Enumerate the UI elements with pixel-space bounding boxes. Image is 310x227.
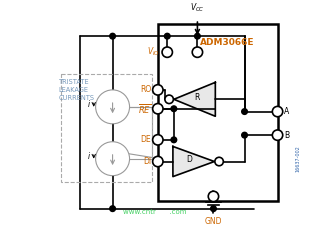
Circle shape	[171, 106, 177, 111]
Circle shape	[210, 206, 216, 212]
Polygon shape	[174, 82, 215, 116]
Circle shape	[215, 157, 223, 166]
Text: DE: DE	[141, 135, 151, 144]
Text: i: i	[88, 101, 90, 109]
Text: $V_{CC}$: $V_{CC}$	[190, 1, 205, 14]
Text: GND: GND	[205, 217, 222, 226]
Circle shape	[110, 33, 115, 39]
Text: A: A	[284, 107, 290, 116]
Circle shape	[208, 191, 219, 202]
Circle shape	[153, 156, 163, 167]
Circle shape	[242, 109, 247, 114]
Text: TRISTATE
LEAKAGE
CURRENTS: TRISTATE LEAKAGE CURRENTS	[59, 79, 95, 101]
Circle shape	[110, 206, 115, 212]
Circle shape	[95, 142, 130, 176]
Text: www.cntr      .com: www.cntr .com	[123, 209, 187, 215]
Circle shape	[153, 85, 163, 95]
Circle shape	[162, 47, 172, 57]
Text: R: R	[194, 93, 199, 102]
Text: D: D	[186, 155, 192, 164]
Circle shape	[272, 130, 283, 140]
Text: $V_{IO}$: $V_{IO}$	[147, 46, 160, 58]
Circle shape	[242, 132, 247, 138]
Circle shape	[164, 33, 170, 39]
Polygon shape	[173, 146, 215, 177]
Bar	[158, 24, 277, 201]
Circle shape	[195, 33, 200, 39]
Circle shape	[192, 47, 203, 57]
Text: i: i	[88, 152, 90, 161]
Bar	[61, 74, 152, 182]
Text: B: B	[284, 131, 289, 140]
Circle shape	[153, 104, 163, 114]
Circle shape	[95, 90, 130, 124]
Text: ADM3066E: ADM3066E	[200, 38, 255, 47]
Text: RO: RO	[140, 85, 151, 94]
Text: $\overline{RE}$: $\overline{RE}$	[138, 102, 151, 116]
Circle shape	[165, 95, 173, 104]
Circle shape	[153, 135, 163, 145]
Circle shape	[272, 106, 283, 117]
Text: 16637-002: 16637-002	[296, 145, 301, 172]
Text: DI: DI	[143, 157, 151, 166]
Circle shape	[171, 137, 177, 143]
